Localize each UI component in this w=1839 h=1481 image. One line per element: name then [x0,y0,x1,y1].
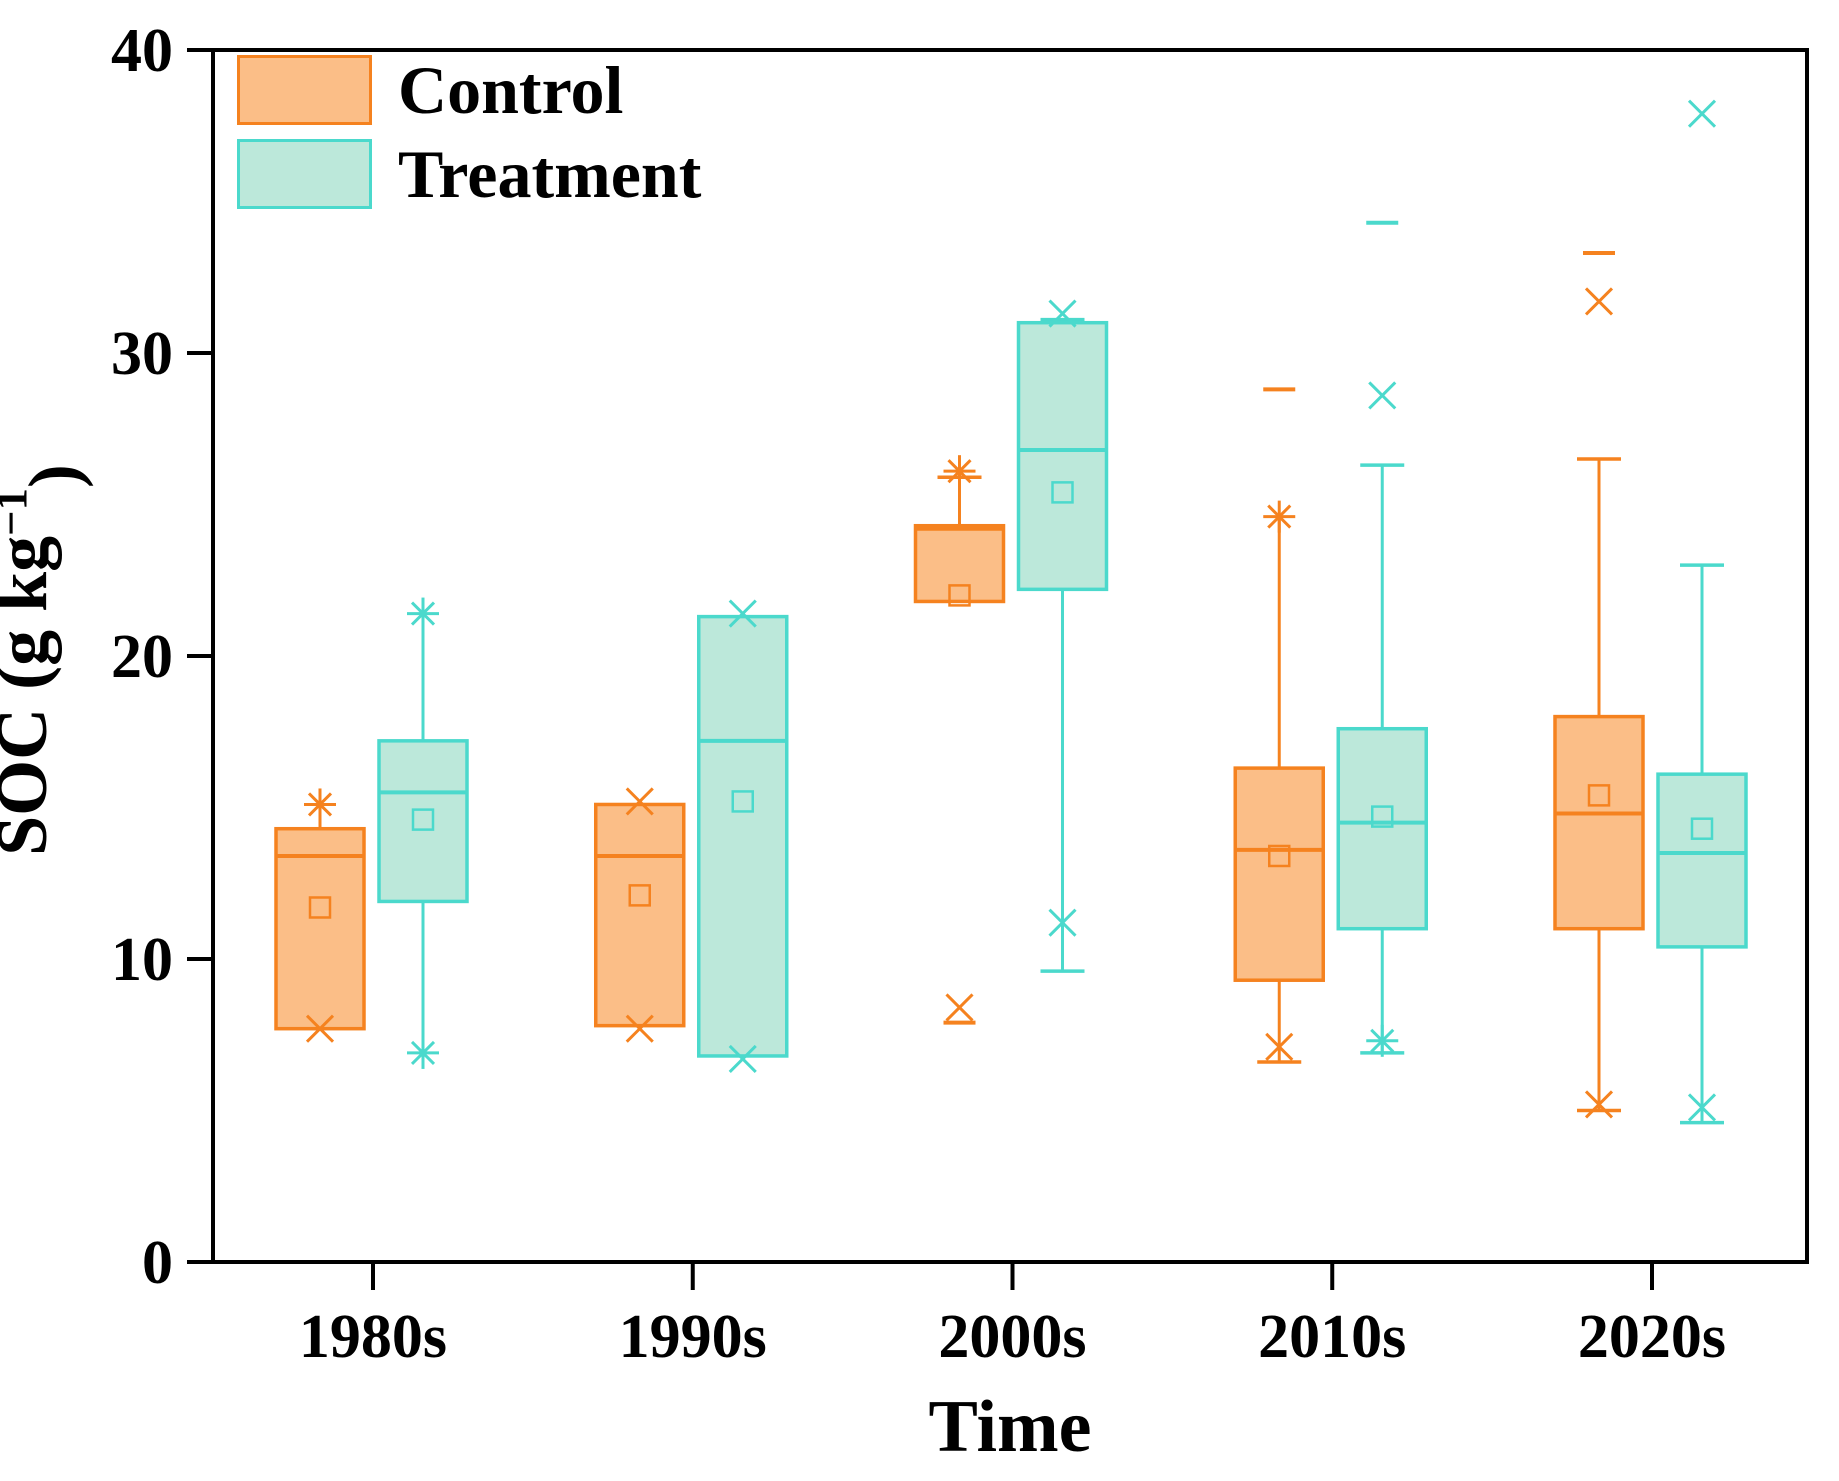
iqr-box [377,739,469,904]
mean-marker [1371,805,1394,828]
x-marker [305,1014,335,1043]
mean-marker [1268,844,1291,868]
star-marker [410,1040,436,1065]
mean-marker [1051,481,1074,504]
legend-label-control: Control [398,52,624,128]
box-treatment-2020s [1656,99,1748,1125]
mean-marker [1587,784,1611,807]
y-tick-label: 40 [111,17,173,85]
y-tick-label: 30 [111,320,173,388]
iqr-box [594,802,686,1028]
plot-frame [211,48,1809,1264]
legend-label-treatment: Treatment [398,136,702,212]
x-marker [728,1044,757,1074]
star-marker [410,601,436,626]
mean-marker [308,896,332,919]
box-control-2020s [1553,251,1645,1119]
star-marker [1267,504,1292,529]
iqr-box [913,523,1006,604]
iqr-box [274,826,366,1031]
box-control-1980s [274,788,366,1043]
x-marker [1584,287,1614,316]
x-marker [1265,1032,1294,1061]
iqr-box [1553,714,1645,931]
x-tick-label: 1980s [299,1303,447,1371]
legend-swatch-treatment [237,139,372,209]
legend-entry-control: Control [237,55,701,125]
x-marker [1687,1093,1717,1122]
mean-marker [1690,817,1714,840]
mean-marker [411,808,435,831]
box-treatment-1990s [697,599,789,1074]
box-control-1990s [594,787,686,1043]
x-marker [1584,1090,1614,1119]
x-marker [728,599,757,628]
x-axis-title: Time [928,1386,1092,1468]
x-marker [945,993,974,1022]
star-marker [307,792,333,817]
y-tick-label: 10 [111,926,173,994]
legend-entry-treatment: Treatment [237,139,701,209]
mean-marker [948,584,971,607]
x-tick-label: 2000s [938,1303,1086,1371]
y-tick-label: 0 [142,1229,173,1297]
x-tick-label: 2020s [1578,1303,1726,1371]
x-marker [625,1014,654,1043]
x-marker [1368,381,1397,410]
mean-marker [628,884,651,907]
box-treatment-2010s [1336,220,1428,1057]
star-marker [947,459,972,484]
y-axis-title: SOC (g kg−1) [0,464,94,856]
y-tick-label: 20 [111,623,173,691]
x-marker [1048,908,1077,937]
legend-swatch-control [237,55,372,125]
box-control-2010s [1233,387,1325,1064]
x-tick-label: 2010s [1258,1303,1406,1371]
iqr-box [1336,726,1428,931]
iqr-box [1656,772,1748,949]
legend: Control Treatment [237,55,701,209]
box-control-2000s [913,455,1006,1025]
star-marker [1370,1028,1395,1053]
x-marker [625,787,654,816]
iqr-box [1016,320,1109,592]
box-treatment-1980s [377,597,469,1069]
x-marker [1048,299,1077,328]
mean-marker [731,790,754,813]
x-marker [1687,99,1717,128]
x-tick-label: 1990s [619,1303,767,1371]
box-treatment-2000s [1016,299,1109,973]
iqr-box [697,614,789,1058]
iqr-box [1233,766,1325,982]
